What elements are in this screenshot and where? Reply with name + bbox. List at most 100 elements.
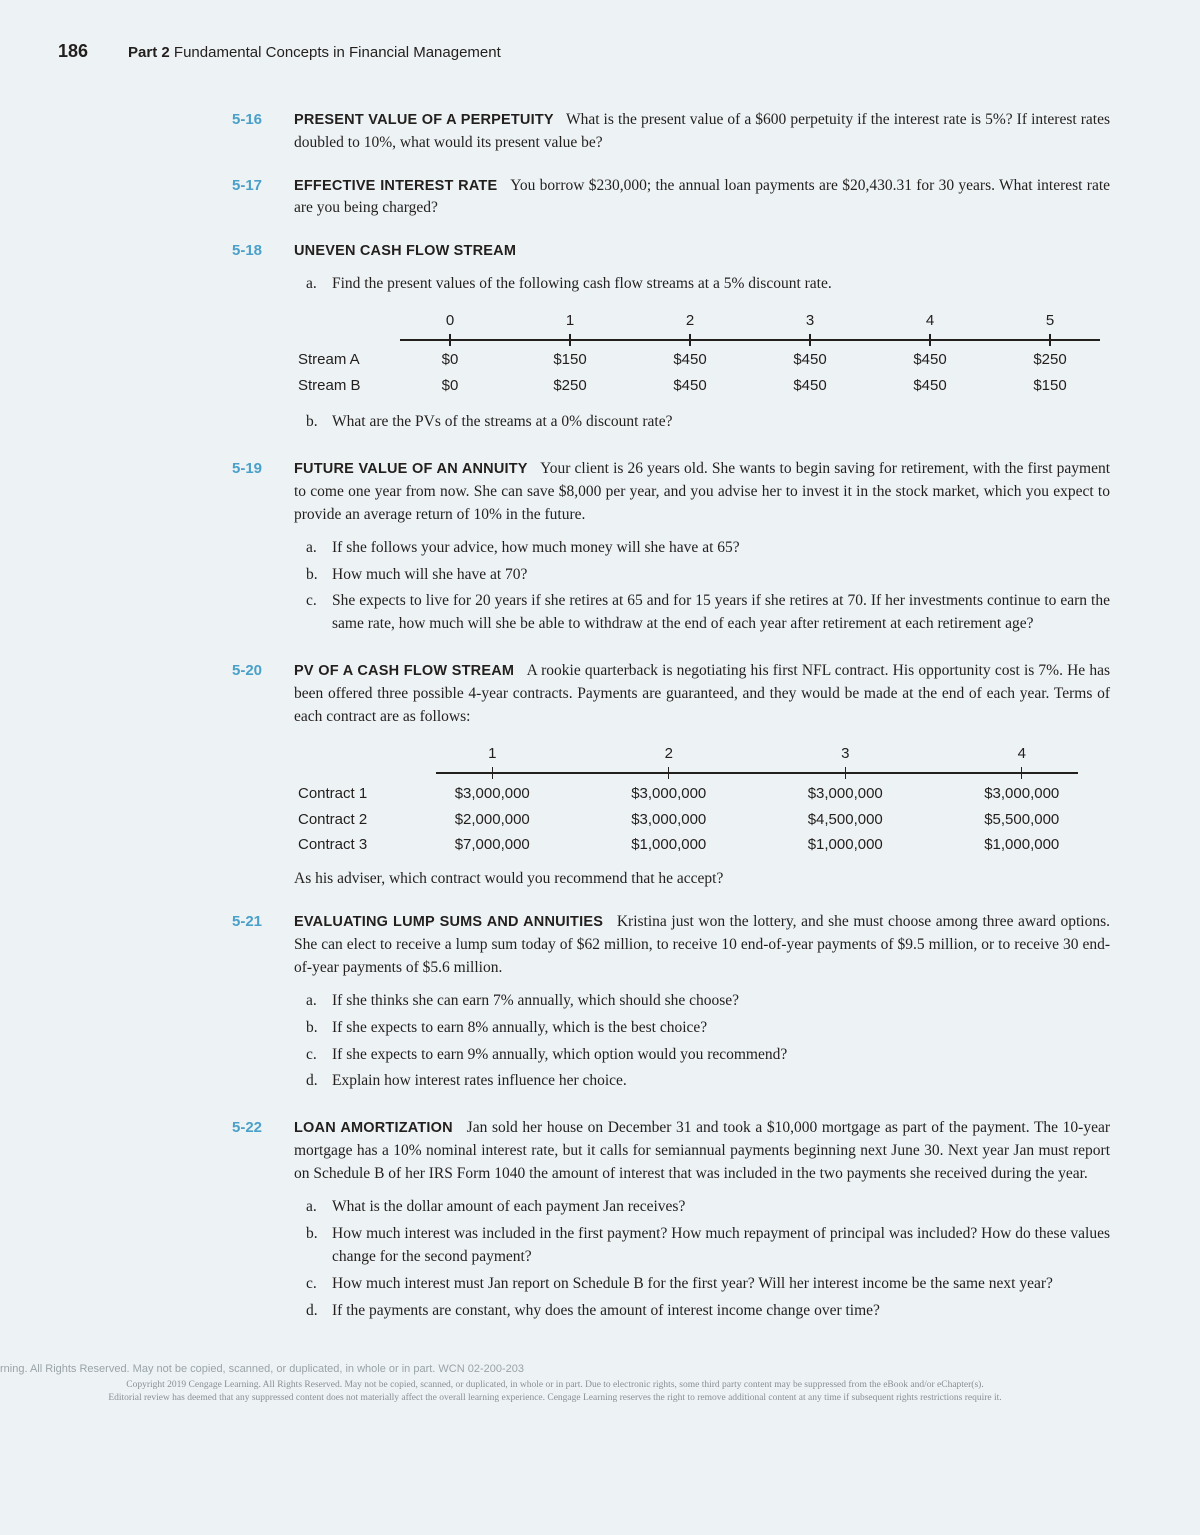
cell: $4,500,000 <box>757 809 934 831</box>
question-title: FUTURE VALUE OF AN ANNUITY <box>294 461 528 477</box>
content: 5-16 PRESENT VALUE OF A PERPETUITY What … <box>0 109 1110 1327</box>
sub-b: b. What are the PVs of the streams at a … <box>306 411 1110 434</box>
footer-copyright: Copyright 2019 Cengage Learning. All Rig… <box>0 1379 1110 1405</box>
cell: $250 <box>510 375 630 397</box>
cell: $3,000,000 <box>581 809 758 831</box>
sub-marker: d. <box>306 1300 324 1323</box>
question-title: PRESENT VALUE OF A PERPETUITY <box>294 112 554 128</box>
timeline <box>390 334 1110 346</box>
part-label-bold: Part 2 <box>128 44 170 61</box>
cell: $7,000,000 <box>404 834 581 856</box>
cell: $0 <box>390 375 510 397</box>
cell: $1,000,000 <box>581 834 758 856</box>
cell: $450 <box>630 349 750 371</box>
sub-text: She expects to live for 20 years if she … <box>332 590 1110 636</box>
table-row: Stream A $0 $150 $450 $450 $450 $250 <box>294 349 1110 371</box>
question-title: PV OF A CASH FLOW STREAM <box>294 663 514 679</box>
question-body: EFFECTIVE INTEREST RATE You borrow $230,… <box>294 175 1110 221</box>
period-header: 4 <box>934 743 1111 765</box>
sub-text: How much interest must Jan report on Sch… <box>332 1273 1110 1296</box>
contract-table: 1 2 3 4 C <box>294 743 1110 856</box>
sub-text: How much interest was included in the fi… <box>332 1223 1110 1269</box>
sub-marker: a. <box>306 1196 324 1219</box>
question-5-21: 5-21 EVALUATING LUMP SUMS AND ANNUITIES … <box>232 911 1110 1098</box>
part-label-text: Fundamental Concepts in Financial Manage… <box>174 44 501 61</box>
sublist: a.If she thinks she can earn 7% annually… <box>294 990 1110 1094</box>
question-after: As his adviser, which contract would you… <box>294 868 1110 891</box>
sub-text: If the payments are constant, why does t… <box>332 1300 1110 1323</box>
sub-marker: c. <box>306 590 324 636</box>
cell: $0 <box>390 349 510 371</box>
period-header: 4 <box>870 310 990 332</box>
sub-a: a. What is the dollar amount of each paym… <box>306 1196 1110 1219</box>
timeline-ticks <box>390 334 1110 346</box>
sub-a: a.If she thinks she can earn 7% annually… <box>306 990 1110 1013</box>
question-number: 5-19 <box>232 458 272 641</box>
cell: $450 <box>750 375 870 397</box>
sub-marker: a. <box>306 273 324 296</box>
cell: $3,000,000 <box>404 783 581 805</box>
question-body: PV OF A CASH FLOW STREAM A rookie quarte… <box>294 660 1110 891</box>
row-label: Contract 2 <box>294 809 404 831</box>
question-number: 5-18 <box>232 240 272 437</box>
table-row: Contract 2 $2,000,000 $3,000,000 $4,500,… <box>294 809 1110 831</box>
period-header: 3 <box>750 310 870 332</box>
footer-line-2b: Editorial review has deemed that any sup… <box>108 1393 1001 1403</box>
timeline <box>404 767 1110 779</box>
cell: $1,000,000 <box>757 834 934 856</box>
table-row: Stream B $0 $250 $450 $450 $450 $150 <box>294 375 1110 397</box>
cell: $1,000,000 <box>934 834 1111 856</box>
footer-line-2a: Copyright 2019 Cengage Learning. All Rig… <box>126 1380 983 1390</box>
question-5-18: 5-18 UNEVEN CASH FLOW STREAM a. Find the… <box>232 240 1110 437</box>
period-header: 2 <box>630 310 750 332</box>
footer: rning. All Rights Reserved. May not be c… <box>0 1361 1110 1405</box>
period-header: 2 <box>581 743 758 765</box>
sub-b: b.How much will she have at 70? <box>306 564 1110 587</box>
period-header: 1 <box>404 743 581 765</box>
sub-text: If she follows your advice, how much mon… <box>332 537 1110 560</box>
sub-text: Explain how interest rates influence her… <box>332 1070 1110 1093</box>
cell: $3,000,000 <box>934 783 1111 805</box>
sub-text: If she expects to earn 8% annually, whic… <box>332 1017 1110 1040</box>
question-number: 5-21 <box>232 911 272 1098</box>
table-row: Contract 1 $3,000,000 $3,000,000 $3,000,… <box>294 783 1110 805</box>
sub-text: Find the present values of the following… <box>332 273 1110 296</box>
page-header: 186 Part 2 Fundamental Concepts in Finan… <box>0 38 1110 65</box>
question-5-20: 5-20 PV OF A CASH FLOW STREAM A rookie q… <box>232 660 1110 891</box>
sub-text: What is the dollar amount of each paymen… <box>332 1196 1110 1219</box>
question-number: 5-16 <box>232 109 272 155</box>
question-number: 5-22 <box>232 1117 272 1327</box>
sub-marker: b. <box>306 1017 324 1040</box>
cell: $150 <box>990 375 1110 397</box>
sub-text: How much will she have at 70? <box>332 564 1110 587</box>
table-header: 1 2 3 4 <box>404 743 1110 765</box>
question-body: UNEVEN CASH FLOW STREAM a. Find the pres… <box>294 240 1110 437</box>
cell: $3,000,000 <box>757 783 934 805</box>
period-header: 3 <box>757 743 934 765</box>
sub-c: c. If she expects to earn 9% annually, wh… <box>306 1044 1110 1067</box>
sub-marker: c. <box>306 1044 324 1067</box>
cell: $450 <box>870 349 990 371</box>
sub-text: What are the PVs of the streams at a 0% … <box>332 411 1110 434</box>
row-label: Stream B <box>294 375 390 397</box>
sub-marker: b. <box>306 411 324 434</box>
cell: $450 <box>870 375 990 397</box>
sub-c: c.She expects to live for 20 years if sh… <box>306 590 1110 636</box>
sub-text: If she expects to earn 9% annually, whic… <box>332 1044 1110 1067</box>
question-body: PRESENT VALUE OF A PERPETUITY What is th… <box>294 109 1110 155</box>
question-title: EVALUATING LUMP SUMS AND ANNUITIES <box>294 914 603 930</box>
sub-a: a. If she follows your advice, how much m… <box>306 537 1110 560</box>
cell: $250 <box>990 349 1110 371</box>
sub-marker: a. <box>306 537 324 560</box>
part-label: Part 2 Fundamental Concepts in Financial… <box>128 42 501 64</box>
cell: $450 <box>750 349 870 371</box>
question-5-19: 5-19 FUTURE VALUE OF AN ANNUITY Your cli… <box>232 458 1110 641</box>
cell: $5,500,000 <box>934 809 1111 831</box>
sub-b: b.How much interest was included in the … <box>306 1223 1110 1269</box>
period-header: 0 <box>390 310 510 332</box>
question-title: LOAN AMORTIZATION <box>294 1120 453 1136</box>
period-header: 5 <box>990 310 1110 332</box>
sublist: b. What are the PVs of the streams at a … <box>294 411 1110 434</box>
table-row: Contract 3 $7,000,000 $1,000,000 $1,000,… <box>294 834 1110 856</box>
footer-line-1: rning. All Rights Reserved. May not be c… <box>0 1361 1110 1377</box>
